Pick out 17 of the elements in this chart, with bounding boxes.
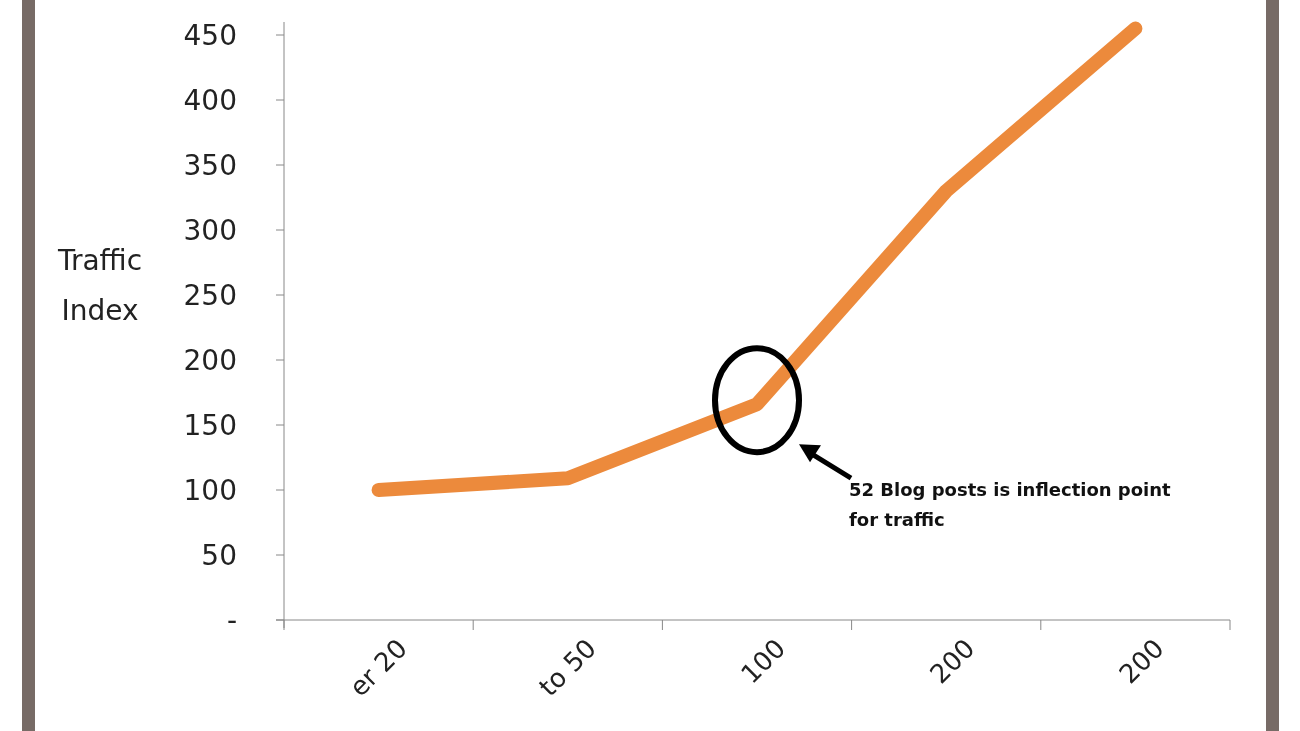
y-tick-label: 100 — [183, 473, 237, 507]
y-tick-label: 350 — [183, 148, 237, 182]
y-tick-label: 150 — [183, 408, 237, 442]
y-tick-label: 400 — [183, 83, 237, 117]
annotation: 52 Blog posts is inflection point for traffic — [849, 479, 1172, 531]
y-tick-label: 200 — [183, 343, 237, 377]
y-tick-label: - — [226, 603, 237, 637]
y-axis-title: Traffic Index — [56, 244, 143, 327]
y-tick-label: 250 — [183, 278, 237, 312]
x-tick-label: er 20 — [343, 633, 413, 703]
x-tick-label: to 50 — [533, 633, 603, 702]
x-tick-label: 100 — [734, 633, 792, 690]
y-tick-label: 300 — [183, 213, 237, 247]
x-tick-label: 200 — [924, 633, 981, 690]
x-tick-label: 200 — [1113, 633, 1170, 690]
y-tick-label: 450 — [183, 18, 237, 52]
y-tick-label: 50 — [201, 538, 237, 572]
